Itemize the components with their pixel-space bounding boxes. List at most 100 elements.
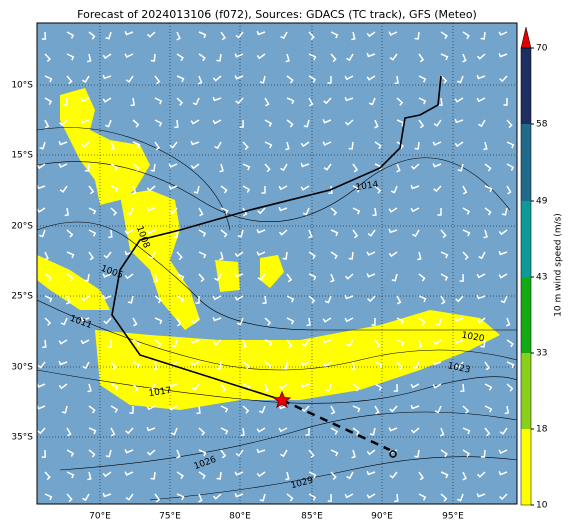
wind-barb <box>454 317 464 322</box>
wind-barb <box>418 471 424 481</box>
wind-barb <box>84 273 90 282</box>
wind-barb <box>124 471 134 476</box>
colorbar-tick-label: 49 <box>536 197 548 207</box>
lat-label: 20°S <box>11 222 33 232</box>
wind-barb <box>190 361 200 366</box>
wind-barb <box>330 31 339 39</box>
wind-barb <box>169 207 178 215</box>
wind-barb <box>440 31 448 40</box>
wind-barb <box>396 141 404 150</box>
lon-label: 80°E <box>229 512 251 522</box>
wind-barb <box>498 273 508 279</box>
wind-barb <box>388 228 398 234</box>
wind-barb <box>176 295 185 303</box>
wind-barb <box>344 273 354 280</box>
wind-barb <box>103 251 112 259</box>
wind-barb <box>44 317 52 326</box>
wind-barb <box>503 97 508 106</box>
wind-barb <box>457 493 464 502</box>
colorbar-segment <box>521 201 531 277</box>
wind-barb <box>66 471 75 479</box>
wind-barb <box>58 339 68 345</box>
wind-barb <box>235 449 244 457</box>
wind-barb <box>80 316 90 322</box>
wind-barb <box>278 185 288 191</box>
wind-barb <box>480 449 486 458</box>
wind-barb <box>366 470 376 476</box>
wind-barb <box>212 96 222 102</box>
wind-barb <box>410 163 420 170</box>
wind-barb <box>462 31 470 40</box>
wind-barb <box>344 317 354 323</box>
wind-barb <box>432 360 442 366</box>
wind-barb <box>330 273 335 283</box>
wind-barb <box>193 185 200 194</box>
colorbar-frame <box>520 47 532 506</box>
wind-barb <box>432 163 442 168</box>
wind-barb <box>256 30 266 36</box>
wind-barb <box>80 295 90 302</box>
wind-barb <box>372 207 377 217</box>
wind-barb <box>198 427 206 436</box>
wind-barb <box>216 361 222 370</box>
wind-barb <box>476 471 486 478</box>
wind-barb <box>374 185 382 194</box>
wind-barb <box>432 383 442 389</box>
wind-barb <box>286 339 293 349</box>
wind-barb <box>393 383 398 392</box>
wind-barb <box>219 163 224 173</box>
wind-barb <box>282 361 288 370</box>
wind-barb <box>124 229 134 235</box>
tc-symbol <box>389 450 397 458</box>
wind-barb <box>410 404 420 410</box>
wind-barb <box>484 405 493 413</box>
wind-barb <box>242 207 248 217</box>
wind-barb <box>242 339 247 349</box>
wind-barb <box>110 405 119 413</box>
wind-barb <box>212 493 222 500</box>
isobar-label: 1014 <box>355 180 379 193</box>
wind-barb <box>262 295 267 305</box>
wind-barb <box>366 31 376 38</box>
wind-barb <box>308 53 317 61</box>
wind-barb <box>81 75 90 84</box>
wind-barb <box>105 449 112 458</box>
wind-barb <box>86 53 92 63</box>
wind-barb <box>258 405 266 414</box>
wind-barb <box>483 141 488 151</box>
wind-barb <box>506 119 513 129</box>
wind-barb <box>286 273 293 283</box>
wind-barb <box>308 251 316 260</box>
wind-barb <box>146 449 156 456</box>
wind-barb <box>80 141 90 148</box>
wind-barb <box>58 163 68 169</box>
wind-barb <box>417 251 422 261</box>
wind-barb <box>88 251 95 261</box>
colorbar-segment <box>521 277 531 353</box>
wind-barb <box>125 75 134 83</box>
wind-barb <box>366 75 376 81</box>
wind-barb <box>256 448 266 454</box>
wind-barb <box>300 185 310 191</box>
wind-barb <box>242 361 250 370</box>
wind-barb <box>476 273 486 279</box>
wind-barb <box>366 251 376 256</box>
wind-barb <box>308 471 317 479</box>
wind-barb <box>285 141 290 151</box>
wind-barb <box>344 294 354 300</box>
wind-barb <box>169 141 178 149</box>
wind-barb <box>132 383 139 393</box>
wind-barb <box>501 207 508 216</box>
wind-barb <box>198 251 207 259</box>
wind-barb <box>235 31 244 39</box>
wind-barb <box>328 185 333 195</box>
wind-barb <box>418 53 425 63</box>
wind-barb <box>154 317 163 325</box>
wind-barb <box>367 229 376 237</box>
wind-barb <box>146 405 156 411</box>
wind-barb <box>240 427 245 437</box>
tc-track-forecast <box>281 398 391 452</box>
wind-barb <box>132 317 138 327</box>
wind-barb <box>82 361 90 370</box>
wind-barb <box>484 207 492 216</box>
